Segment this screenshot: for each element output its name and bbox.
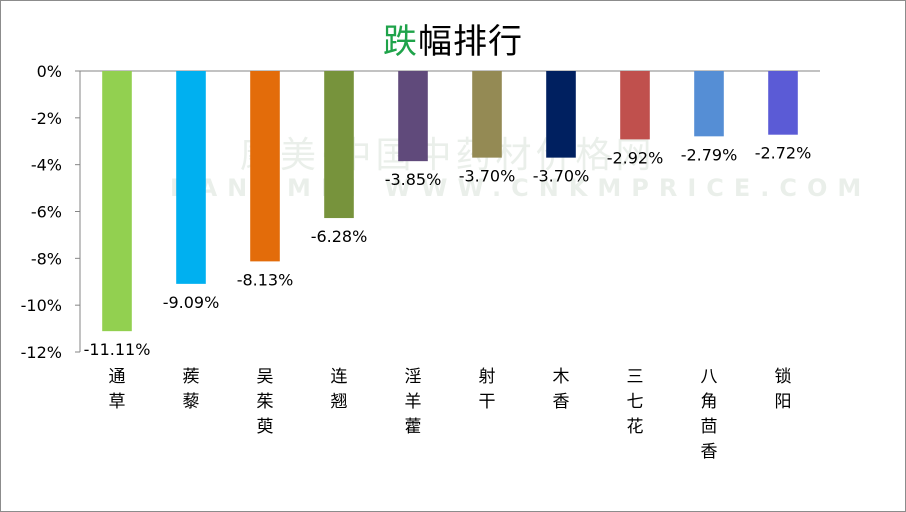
data-label: -9.09% [163,293,220,312]
data-label: -8.13% [237,270,294,289]
y-tick-label: -12% [21,343,62,362]
x-tick-label: 木香 [553,367,570,412]
data-label: -6.28% [311,227,368,246]
bar [398,71,428,162]
x-tick-label: 淫羊藿 [405,367,422,437]
chart-data-labels: -11.11% -9.09% -8.13% -6.28% -3.85% -3.70% -3.… [84,144,812,359]
data-label: -3.70% [459,167,516,186]
bar [694,71,724,137]
chart-bars [102,71,798,332]
bar [250,71,280,262]
y-tick-label: -8% [31,249,62,268]
y-tick-label: -6% [31,203,62,222]
data-label: -2.72% [755,144,812,163]
x-tick-label: 三七花 [627,367,644,437]
y-tick-label: -10% [21,296,62,315]
y-tick-label: -2% [31,109,62,128]
data-label: -11.11% [84,340,151,359]
x-tick-label: 八角茴香 [701,367,718,462]
bar [620,71,650,140]
chart-title: 跌幅排行 [0,14,906,63]
data-label: -3.70% [533,167,590,186]
y-tick-label: -4% [31,156,62,175]
x-tick-label: 锁阳 [775,367,792,412]
x-tick-label: 蒺藜 [183,367,200,412]
bar [768,71,798,135]
bar [546,71,576,158]
chart-category-labels: 通草 蒺藜 吴茱萸 连翘 淫羊藿 射干 木香 三七花 八角茴香 锁阳 [109,367,792,462]
data-label: -2.79% [681,145,738,164]
x-tick-label: 连翘 [331,367,348,412]
chart-title-highlight: 跌 [383,22,418,62]
x-tick-label: 射干 [479,367,496,412]
data-label: -3.85% [385,170,442,189]
bar [472,71,502,158]
x-tick-label: 吴茱萸 [257,367,274,437]
data-label: -2.92% [607,148,664,167]
chart-title-rest: 幅排行 [418,22,523,62]
x-tick-label: 通草 [109,367,126,412]
y-tick-label: 0% [37,62,62,81]
bar [176,71,206,284]
bar [324,71,354,219]
bar [102,71,132,332]
